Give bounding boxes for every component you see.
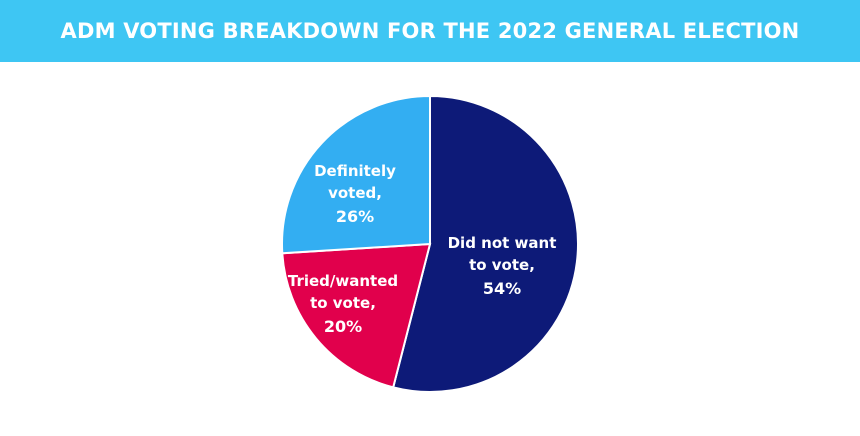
chart-title: ADM VOTING BREAKDOWN FOR THE 2022 GENERA… <box>60 19 800 43</box>
slice-label-line: to vote, <box>469 256 535 274</box>
slice-value-label: 26% <box>336 207 374 226</box>
slice-label-line: to vote, <box>310 294 376 312</box>
slice-label-did-not-want: Did not want to vote, 54% <box>448 234 557 298</box>
slice-label-definitely-voted: Definitely voted, 26% <box>314 162 396 226</box>
pie-slice-tried-wanted <box>281 242 432 389</box>
slice-value-label: 20% <box>324 317 362 336</box>
slice-label-line: Tried/wanted <box>288 272 398 290</box>
slice-label-line: voted, <box>328 184 382 202</box>
header-banner: ADM VOTING BREAKDOWN FOR THE 2022 GENERA… <box>0 0 860 62</box>
pie-slice-definitely-voted <box>281 94 431 255</box>
pie-chart: Did not want to vote, 54% Tried/wanted to vo… <box>0 62 860 436</box>
slice-value-label: 54% <box>483 279 521 298</box>
pie-slice-did-not-want <box>391 94 579 393</box>
pie-chart-svg: Did not want to vote, 54% Tried/wanted to vo… <box>281 94 579 393</box>
slice-label-line: Definitely <box>314 162 396 180</box>
slice-label-line: Did not want <box>448 234 557 252</box>
slice-label-tried-wanted: Tried/wanted to vote, 20% <box>288 272 398 336</box>
